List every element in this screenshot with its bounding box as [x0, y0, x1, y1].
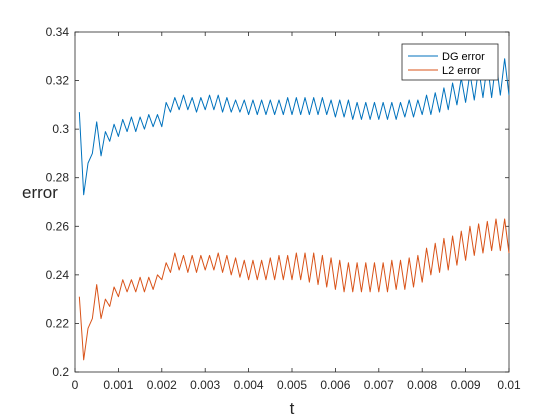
x-tick-label: 0.008 [407, 378, 437, 392]
y-tick-label: 0.2 [52, 365, 69, 379]
x-tick-label: 0.007 [364, 378, 394, 392]
x-tick-label: 0.01 [497, 378, 521, 392]
y-tick-label: 0.22 [46, 316, 70, 330]
x-tick-label: 0.002 [147, 378, 177, 392]
x-tick-label: 0.006 [320, 378, 350, 392]
x-tick-label: 0 [72, 378, 79, 392]
y-tick-label: 0.3 [52, 122, 69, 136]
y-tick-label: 0.32 [46, 74, 70, 88]
plot-area [74, 31, 510, 373]
y-axis-ticks: 0.2 0.22 0.24 0.26 0.28 0.3 0.32 0.34 [46, 25, 509, 379]
series-layer [78, 58, 510, 361]
y-axis-label: error [22, 183, 58, 202]
x-tick-label: 0.005 [277, 378, 307, 392]
legend-label-dg-error: DG error [442, 51, 485, 63]
y-tick-label: 0.34 [46, 25, 70, 39]
legend: DG error L2 error [401, 43, 499, 81]
y-tick-label: 0.28 [46, 171, 70, 185]
y-tick-label: 0.24 [46, 268, 70, 282]
x-tick-label: 0.004 [234, 378, 264, 392]
legend-label-l2-error: L2 error [442, 65, 481, 77]
legend-box [401, 43, 499, 81]
series-line-dg-error [78, 58, 510, 196]
x-tick-label: 0.003 [190, 378, 220, 392]
x-tick-label: 0.001 [103, 378, 133, 392]
x-axis-ticks: 0 0.001 0.002 0.003 0.004 0.005 0.006 0.007 0.00… [72, 32, 521, 392]
series-line-l2-error [78, 218, 510, 361]
x-tick-label: 0.009 [451, 378, 481, 392]
x-axis-label: t [290, 399, 295, 418]
y-tick-label: 0.26 [46, 219, 70, 233]
